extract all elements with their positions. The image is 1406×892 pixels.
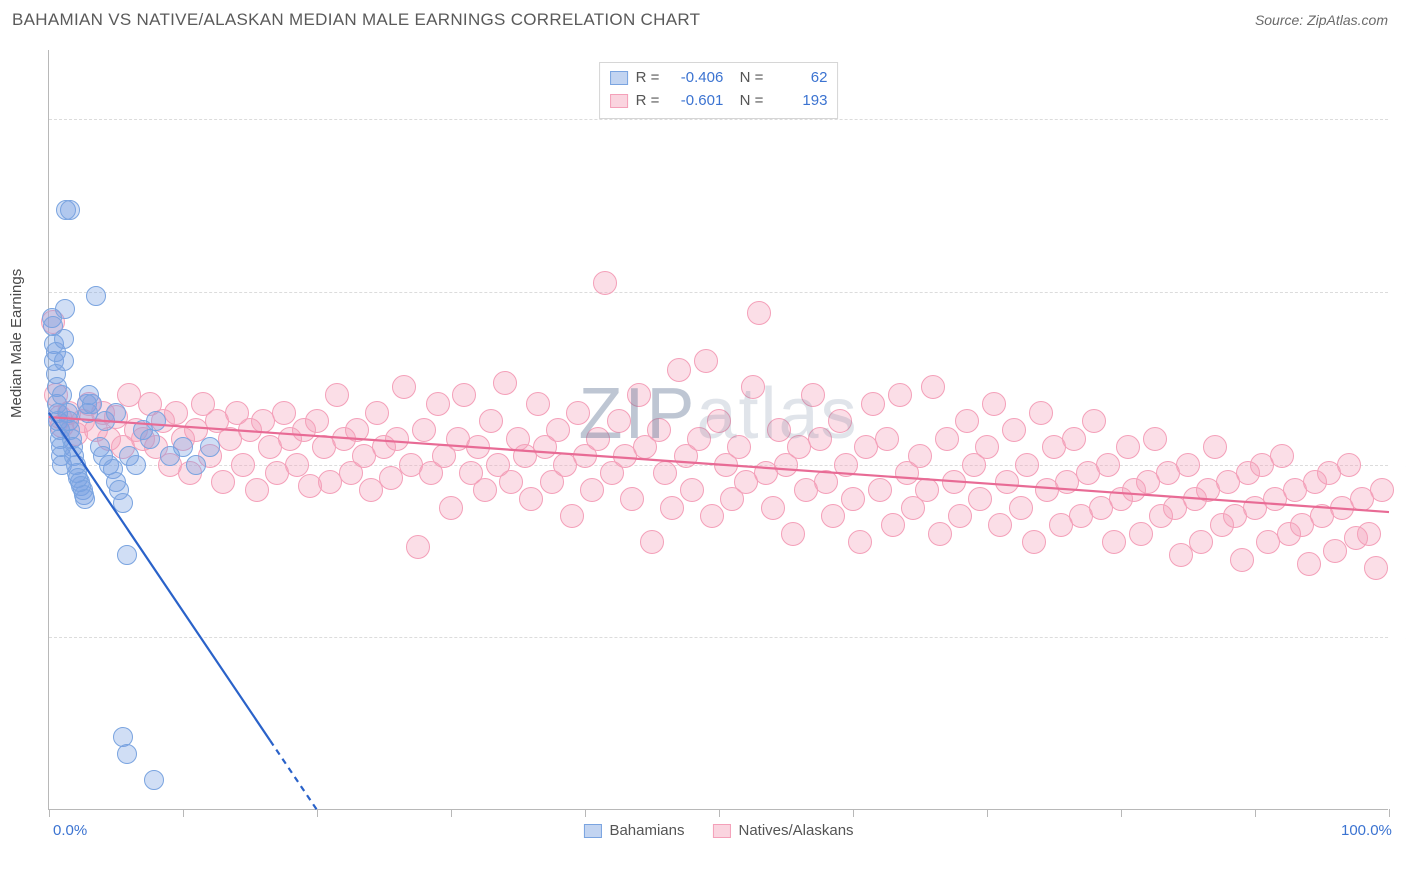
- chart-area: Median Male Earnings ZIPatlas R = -0.406…: [0, 38, 1406, 838]
- stat-r-blue: -0.406: [669, 67, 723, 90]
- x-tick: [1255, 809, 1256, 817]
- legend-item-blue: Bahamians: [583, 822, 684, 839]
- swatch-pink-icon: [610, 94, 628, 108]
- legend-bottom: Bahamians Natives/Alaskans: [583, 822, 853, 839]
- trend-lines: [49, 50, 1389, 810]
- stat-n-pink: 193: [773, 90, 827, 113]
- x-tick-label: 100.0%: [1341, 822, 1392, 839]
- x-tick: [585, 809, 586, 817]
- x-tick: [719, 809, 720, 817]
- stat-r-pink: -0.601: [669, 90, 723, 113]
- stats-row-pink: R = -0.601 N = 193: [610, 90, 828, 113]
- stats-legend: R = -0.406 N = 62 R = -0.601 N = 193: [599, 62, 839, 119]
- stat-r-label: R =: [636, 67, 660, 90]
- legend-label-blue: Bahamians: [609, 822, 684, 839]
- x-tick: [49, 809, 50, 817]
- y-axis-label: Median Male Earnings: [8, 269, 25, 418]
- stat-n-blue: 62: [773, 67, 827, 90]
- source-name: ZipAtlas.com: [1307, 12, 1388, 28]
- x-tick: [987, 809, 988, 817]
- x-tick-label: 0.0%: [53, 822, 87, 839]
- legend-label-pink: Natives/Alaskans: [738, 822, 853, 839]
- x-tick: [451, 809, 452, 817]
- swatch-blue-icon: [610, 71, 628, 85]
- source-attribution: Source: ZipAtlas.com: [1255, 12, 1388, 28]
- x-tick: [1121, 809, 1122, 817]
- stat-n-label: N =: [731, 67, 763, 90]
- stats-row-blue: R = -0.406 N = 62: [610, 67, 828, 90]
- stat-n-label: N =: [731, 90, 763, 113]
- x-tick: [853, 809, 854, 817]
- chart-title: BAHAMIAN VS NATIVE/ALASKAN MEDIAN MALE E…: [12, 10, 700, 30]
- source-prefix: Source:: [1255, 12, 1307, 28]
- header: BAHAMIAN VS NATIVE/ALASKAN MEDIAN MALE E…: [0, 0, 1406, 38]
- x-tick: [317, 809, 318, 817]
- x-tick: [1389, 809, 1390, 817]
- swatch-pink-icon: [712, 824, 730, 838]
- legend-item-pink: Natives/Alaskans: [712, 822, 853, 839]
- stat-r-label: R =: [636, 90, 660, 113]
- swatch-blue-icon: [583, 824, 601, 838]
- x-tick: [183, 809, 184, 817]
- plot-region: ZIPatlas R = -0.406 N = 62 R = -0.601 N …: [48, 50, 1388, 810]
